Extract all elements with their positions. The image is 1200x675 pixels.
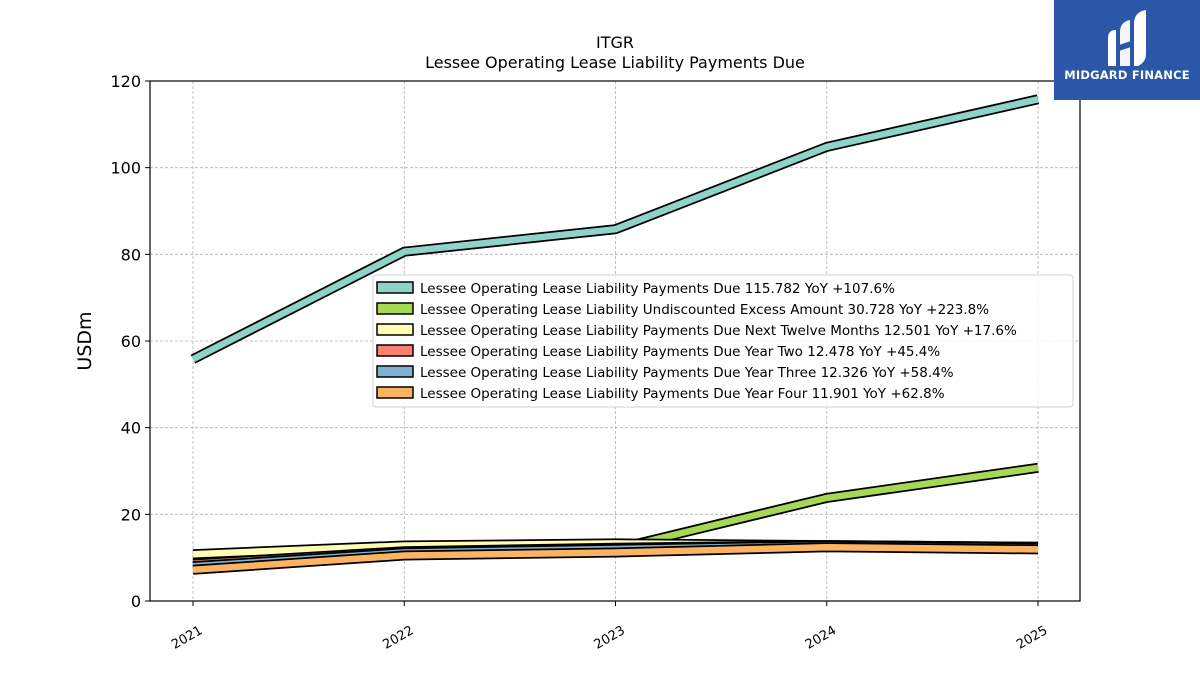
legend-label: Lessee Operating Lease Liability Payment… [420,281,895,297]
x-tick-label: 2023 [592,623,628,653]
x-tick-label: 2022 [380,623,416,653]
y-tick-label: 120 [110,72,141,91]
legend-swatch [376,281,414,294]
legend-swatch [376,323,414,336]
series-line [191,96,1039,363]
legend-swatch [376,386,414,399]
legend-label: Lessee Operating Lease Liability Undisco… [420,302,989,318]
y-tick-label: 100 [110,159,141,178]
legend-label: Lessee Operating Lease Liability Payment… [420,323,1017,339]
y-tick-label: 40 [121,419,141,438]
y-tick-label: 0 [131,592,141,611]
midgard-logo-icon [1108,10,1146,66]
x-tick-label: 2021 [169,623,205,653]
chart-subtitle: Lessee Operating Lease Liability Payment… [425,53,805,72]
legend-label: Lessee Operating Lease Liability Payment… [420,386,945,402]
plot-frame [149,80,1081,602]
legend-swatch [376,365,414,378]
chart-title: ITGR [596,33,634,52]
x-tick-label: 2024 [803,623,839,653]
legend-swatch [376,302,414,315]
brand-logo: MIDGARD FINANCE [1054,0,1200,100]
legend-label: Lessee Operating Lease Liability Payment… [420,365,954,381]
x-tick-label: 2025 [1014,623,1050,653]
brand-name: MIDGARD FINANCE [1064,68,1190,82]
legend-box [372,274,1074,408]
series-line [192,544,1039,574]
y-tick-label: 60 [121,332,141,351]
y-tick-label: 80 [121,245,141,264]
y-axis-label: USDm [74,311,96,370]
y-tick-label: 20 [121,505,141,524]
legend-label: Lessee Operating Lease Liability Payment… [420,344,940,360]
legend-swatch [376,344,414,357]
